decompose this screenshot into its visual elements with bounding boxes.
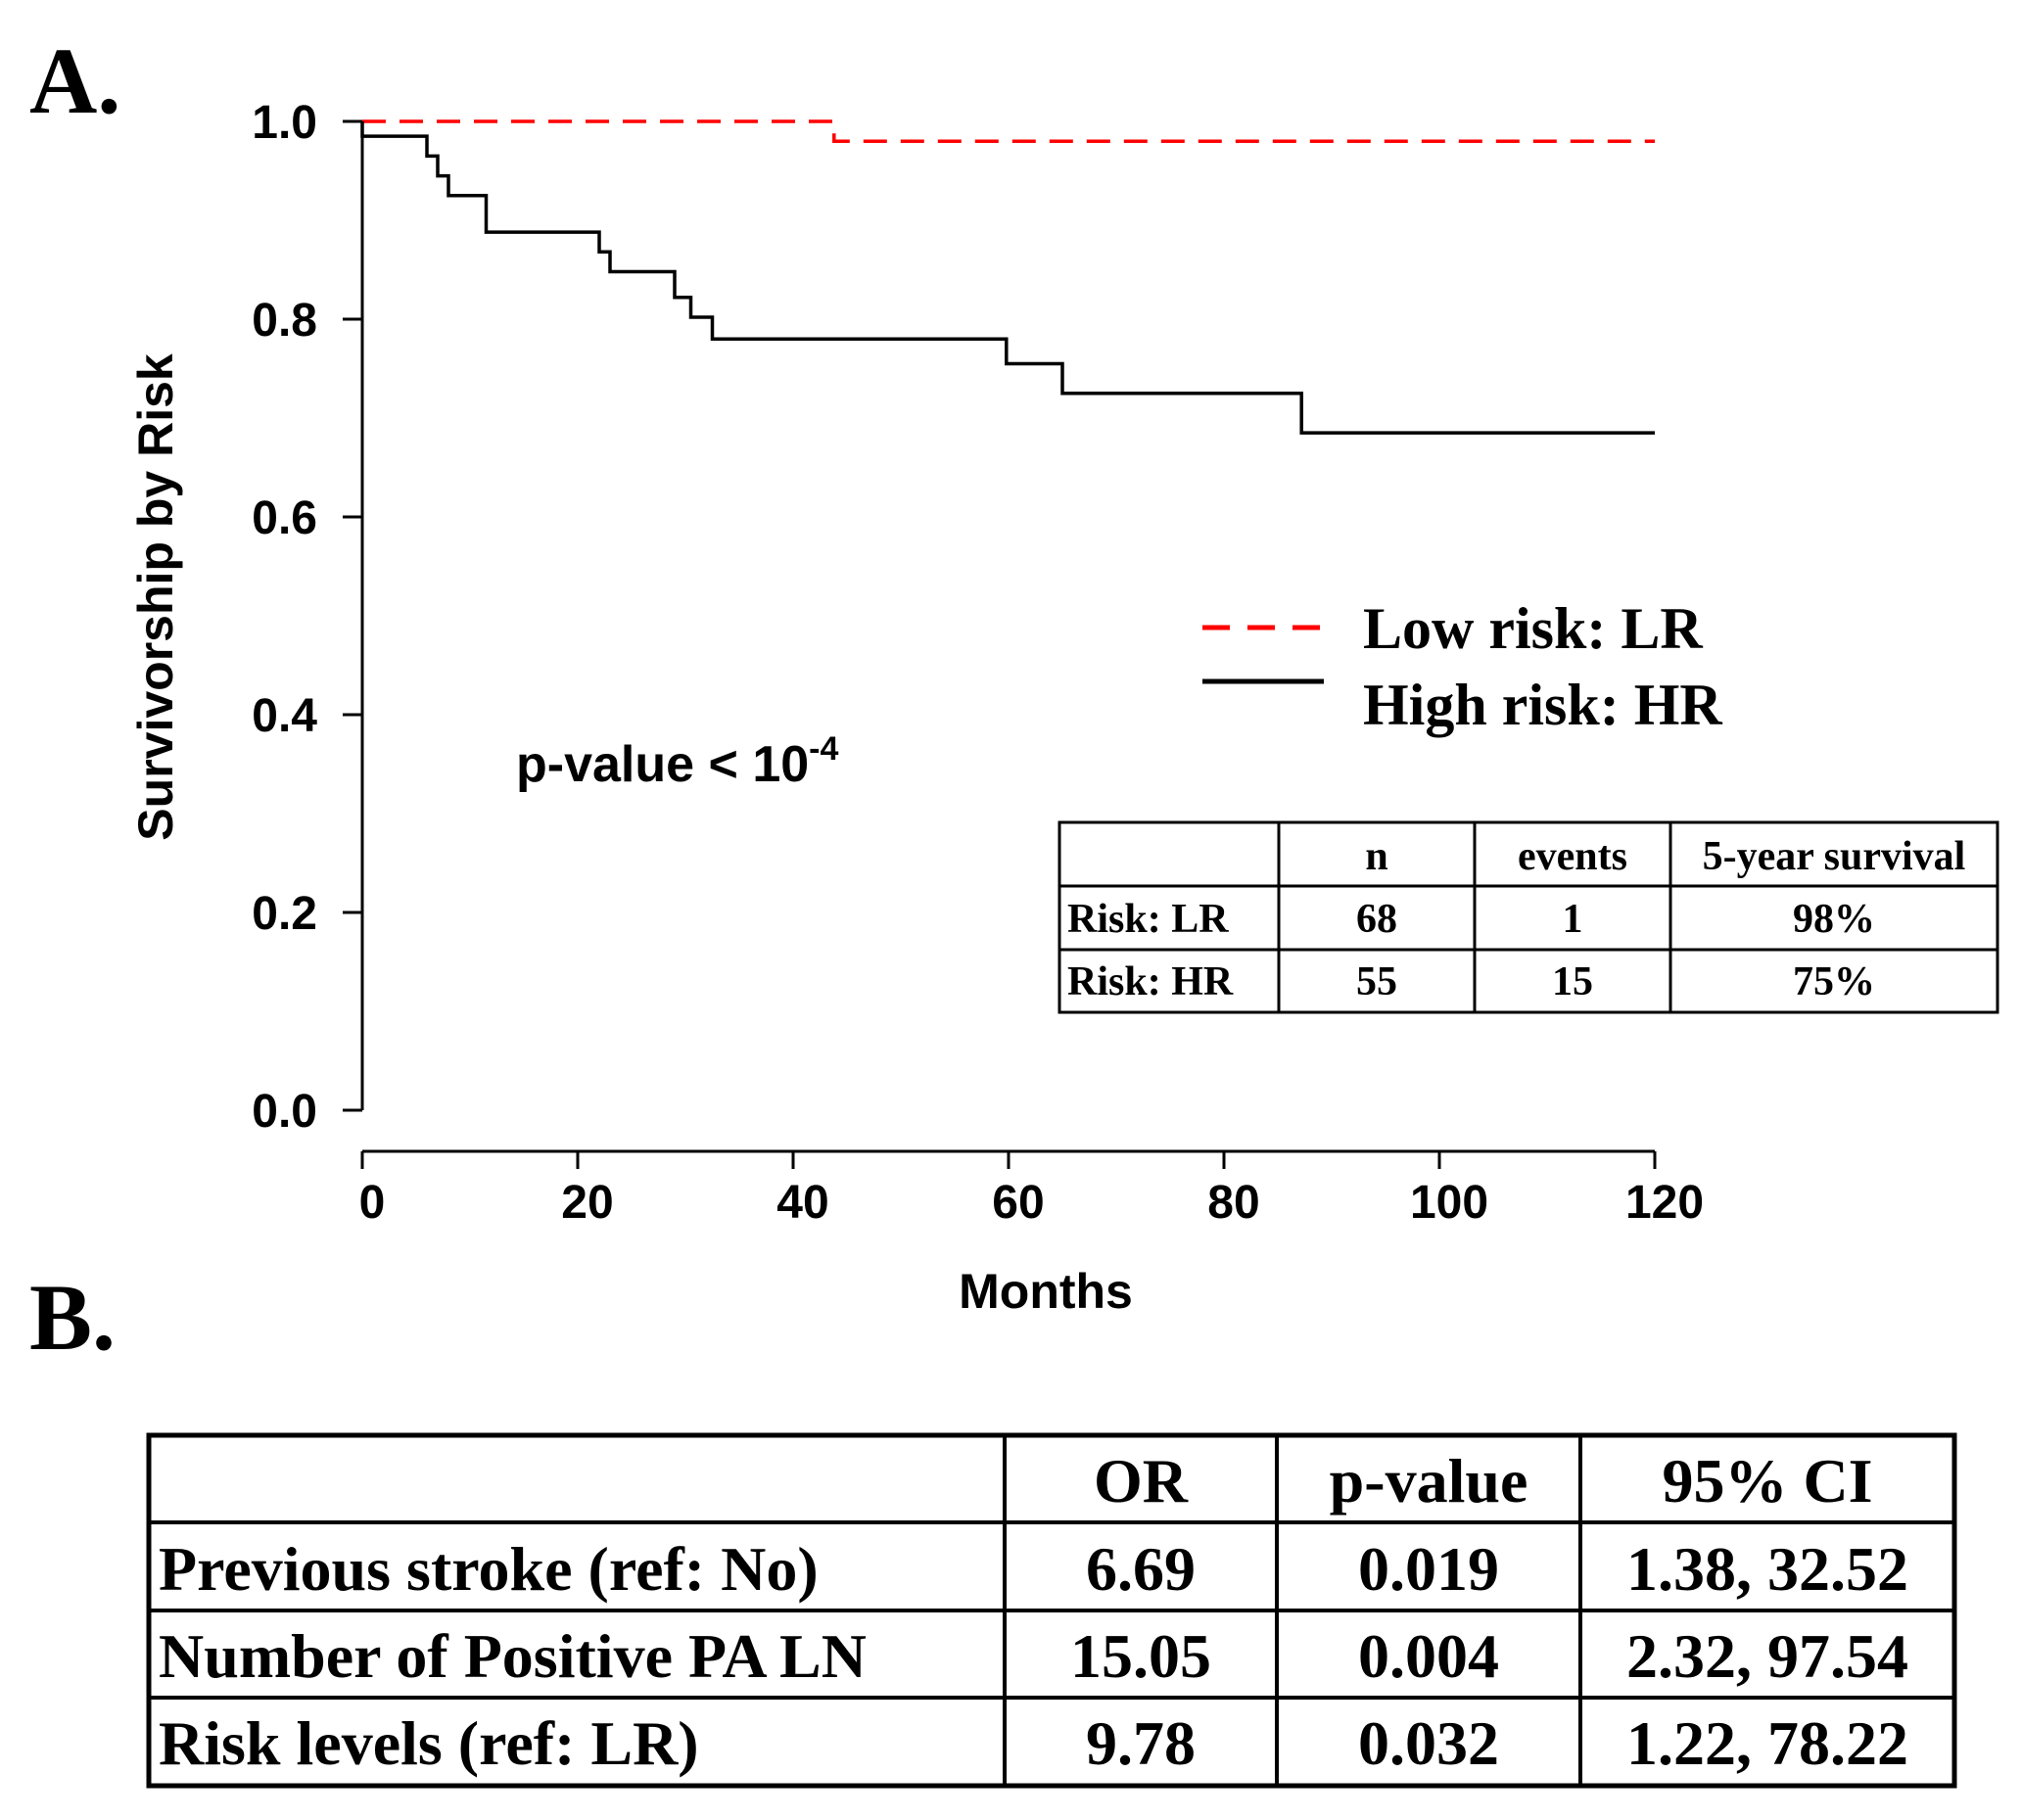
table-b-row-pa-ln-or: 15.05 [1070, 1621, 1211, 1691]
table-a-row-hr-events: 15 [1552, 959, 1593, 1004]
high-risk-curve [360, 121, 1655, 435]
panel-a-label: A. [29, 28, 120, 133]
p-value-exponent: -4 [809, 730, 838, 768]
table-b-row-pa-ln-ci: 2.32, 97.54 [1626, 1621, 1908, 1691]
table-b-header-ci: 95% CI [1662, 1446, 1872, 1516]
x-tick-label-80: 80 [1207, 1177, 1259, 1229]
table-b-row-risk-ci: 1.22, 78.22 [1626, 1708, 1908, 1778]
table-a-header-survival: 5-year survival [1703, 834, 1966, 879]
table-b-row-risk-label: Risk levels (ref: LR) [159, 1708, 699, 1778]
x-tick-label-60: 60 [992, 1177, 1044, 1229]
table-b-row-stroke-or: 6.69 [1086, 1534, 1196, 1604]
low-risk-curve [362, 119, 1655, 143]
y-tick-label-0.4: 0.4 [252, 690, 317, 742]
x-tick-label-40: 40 [776, 1177, 828, 1229]
table-b-row-pa-ln-p: 0.004 [1358, 1621, 1499, 1691]
table-a-row-hr-label: Risk: HR [1067, 959, 1234, 1004]
table-b-header-p-value: p-value [1330, 1446, 1528, 1516]
x-tick-label-0: 0 [359, 1177, 386, 1229]
panel-b-label: B. [29, 1265, 116, 1370]
survival-chart: Survivorship by Risk Months p-value < 10… [128, 97, 1704, 1319]
table-b-header-or: OR [1094, 1446, 1189, 1516]
y-tick-label-0.8: 0.8 [252, 295, 317, 347]
table-b-row-stroke-ci: 1.38, 32.52 [1626, 1534, 1908, 1604]
summary-table: n events 5-year survival Risk: LR 68 1 9… [1058, 820, 1999, 1014]
table-a-header-events: events [1518, 834, 1627, 879]
p-value-text: p-value < 10 [516, 736, 809, 793]
y-tick-label-1.0: 1.0 [252, 97, 317, 149]
table-b-row-risk-or: 9.78 [1086, 1708, 1196, 1778]
table-a-row-lr-events: 1 [1563, 897, 1583, 942]
odds-ratio-table: OR p-value 95% CI Previous stroke (ref: … [146, 1432, 1957, 1789]
table-a-row-lr-label: Risk: LR [1067, 897, 1229, 942]
x-tick-label-100: 100 [1410, 1177, 1488, 1229]
table-b-row-risk-p: 0.032 [1358, 1708, 1499, 1778]
table-b-row-pa-ln-label: Number of Positive PA LN [159, 1621, 867, 1691]
x-tick-label-20: 20 [561, 1177, 613, 1229]
table-a-row-lr-n: 68 [1356, 897, 1397, 942]
x-axis-title: Months [959, 1264, 1133, 1319]
p-value-annotation: p-value < 10-4 [516, 730, 838, 793]
table-a-header-n: n [1365, 834, 1387, 879]
legend: Low risk: LR High risk: HR [1202, 596, 1722, 737]
y-tick-label-0.2: 0.2 [252, 888, 317, 940]
legend-label-high-risk: High risk: HR [1363, 673, 1722, 737]
table-a-row-hr-survival: 75% [1793, 959, 1875, 1004]
table-b-row-stroke-label: Previous stroke (ref: No) [159, 1534, 819, 1604]
table-a-row-lr-survival: 98% [1793, 897, 1875, 942]
y-axis-title: Survivorship by Risk [128, 353, 183, 841]
table-b-row-stroke-p: 0.019 [1358, 1534, 1499, 1604]
y-tick-label-0.0: 0.0 [252, 1086, 317, 1138]
legend-label-low-risk: Low risk: LR [1363, 596, 1703, 661]
table-a-row-hr-n: 55 [1356, 959, 1397, 1004]
x-tick-label-120: 120 [1625, 1177, 1704, 1229]
y-tick-label-0.6: 0.6 [252, 492, 317, 544]
